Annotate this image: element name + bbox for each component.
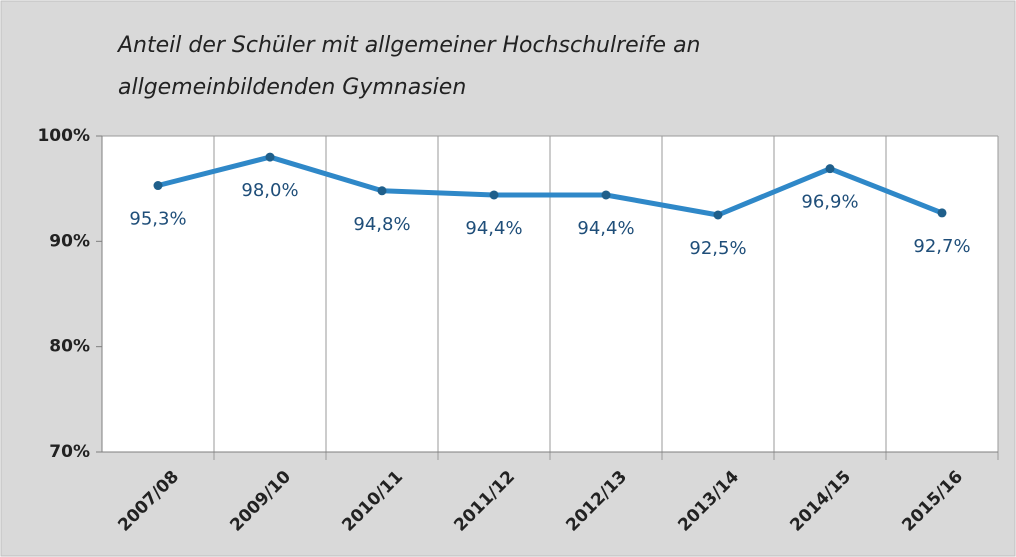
- data-point: [153, 181, 163, 191]
- data-label: 92,7%: [913, 236, 970, 257]
- data-point: [265, 152, 275, 162]
- data-label: 95,3%: [129, 209, 186, 230]
- y-tick-label: 90%: [49, 231, 90, 251]
- y-tick-label: 70%: [49, 442, 90, 462]
- data-point: [713, 210, 723, 220]
- y-tick-label: 80%: [49, 337, 90, 357]
- data-label: 94,4%: [577, 218, 634, 239]
- data-line: [157, 154, 943, 218]
- chart-title: Anteil der Schüler mit allgemeiner Hochs…: [116, 33, 701, 58]
- y-tick-label: 100%: [37, 126, 90, 146]
- data-label: 94,8%: [353, 214, 410, 235]
- data-label: 94,4%: [465, 218, 522, 239]
- chart-title: allgemeinbildenden Gymnasien: [118, 75, 466, 100]
- data-label: 92,5%: [689, 238, 746, 259]
- data-point: [825, 164, 835, 174]
- data-label: 96,9%: [801, 192, 858, 213]
- data-label: 98,0%: [241, 180, 298, 201]
- data-point: [937, 208, 947, 218]
- data-point: [601, 190, 611, 200]
- data-point: [489, 190, 499, 200]
- data-point: [377, 186, 387, 196]
